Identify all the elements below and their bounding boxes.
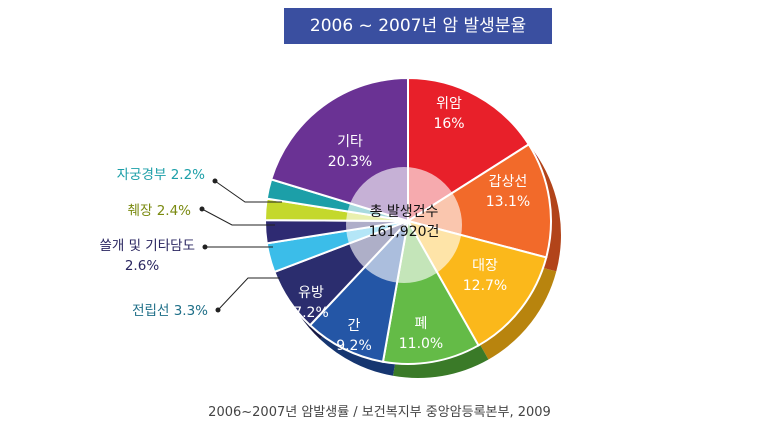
slice-name-label: 위암: [436, 96, 462, 112]
leader-line: [201, 208, 275, 226]
slice-value-label: 9.2%: [336, 338, 372, 354]
slice-value-label: 7.2%: [293, 305, 329, 321]
slice-value-label: 16%: [433, 116, 464, 132]
center-label-line1: 총 발생건수: [370, 204, 439, 220]
center-label-line2: 161,920건: [369, 224, 440, 240]
chart-title: 2006 ~ 2007년 암 발생분율: [284, 8, 552, 44]
slice-name-label: 갑상선: [489, 174, 528, 190]
slice-value-label: 12.7%: [463, 278, 507, 294]
slice-value-label: 20.3%: [328, 154, 372, 170]
slice-name-label: 췌장 2.4%: [128, 203, 192, 219]
slice-name-label: 기타: [337, 134, 363, 150]
slice-name-label: 대장: [472, 258, 498, 274]
slice-value-label: 2.6%: [125, 258, 159, 274]
slice-value-label: 13.1%: [486, 194, 530, 210]
slice-name-label: 폐: [415, 316, 428, 332]
leader-line: [214, 180, 282, 203]
slice-name-label: 전립선 3.3%: [132, 303, 208, 319]
chart-source: 2006~2007년 암발생률 / 보건복지부 중앙암등록본부, 2009: [208, 405, 551, 420]
slice-name-label: 자궁경부 2.2%: [117, 167, 205, 183]
leader-line: [217, 277, 280, 311]
slice-value-label: 11.0%: [399, 336, 443, 352]
center-circle: [346, 167, 462, 283]
slice-name-label: 쓸개 및 기타담도: [99, 238, 195, 254]
slice-name-label: 간: [348, 318, 361, 334]
slice-name-label: 유방: [298, 285, 324, 301]
